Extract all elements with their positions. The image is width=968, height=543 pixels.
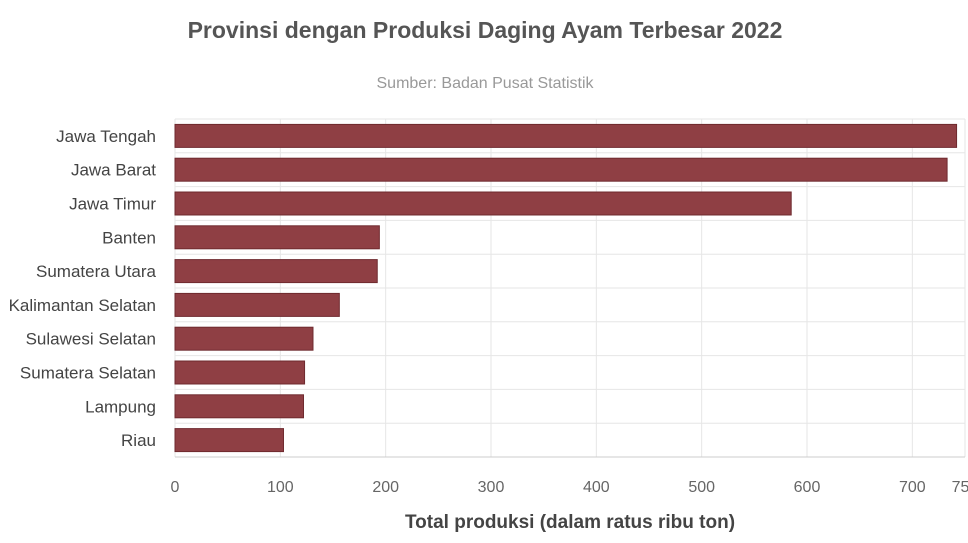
category-label: Kalimantan Selatan — [9, 296, 156, 315]
category-label: Lampung — [85, 397, 156, 416]
x-axis-title: Total produksi (dalam ratus ribu ton) — [405, 512, 735, 533]
bar-banten — [174, 225, 380, 250]
x-tick-label: 200 — [372, 479, 399, 496]
x-tick-label: 0 — [171, 479, 180, 496]
x-tick-label: 100 — [267, 479, 294, 496]
category-label: Sulawesi Selatan — [26, 330, 156, 349]
category-label: Jawa Barat — [71, 161, 156, 180]
x-tick-labels: 0 100 200 300 400 500 600 700 750 — [171, 479, 968, 496]
category-label: Sumatera Utara — [36, 262, 157, 281]
category-labels: Jawa Tengah Jawa Barat Jawa Timur Banten Sum… — [9, 127, 157, 450]
bar-sumatera-selatan — [174, 360, 306, 385]
x-tick-label: 500 — [688, 479, 715, 496]
category-label: Sumatera Selatan — [20, 364, 156, 383]
x-tick-label: 600 — [794, 479, 821, 496]
category-label: Jawa Tengah — [56, 127, 156, 146]
x-tick-label: 400 — [583, 479, 610, 496]
bar-jawa-tengah — [174, 123, 958, 148]
bar-riau — [174, 428, 284, 453]
bars — [174, 123, 958, 453]
bar-lampung — [174, 394, 305, 419]
bar-jawa-barat — [174, 157, 948, 182]
x-tick-label: 300 — [478, 479, 505, 496]
x-tick-label: 750 — [952, 479, 968, 496]
chart-subtitle: Sumber: Badan Pusat Statistik — [377, 75, 595, 92]
category-label: Riau — [121, 431, 156, 450]
bar-sumatera-utara — [174, 259, 378, 284]
bar-jawa-timur — [174, 191, 792, 216]
bar-kalimantan-selatan — [174, 292, 340, 317]
category-label: Jawa Timur — [69, 195, 156, 214]
x-tick-label: 700 — [899, 479, 926, 496]
category-label: Banten — [102, 228, 156, 247]
bar-sulawesi-selatan — [174, 326, 314, 351]
chart-title: Provinsi dengan Produksi Daging Ayam Ter… — [188, 17, 783, 43]
